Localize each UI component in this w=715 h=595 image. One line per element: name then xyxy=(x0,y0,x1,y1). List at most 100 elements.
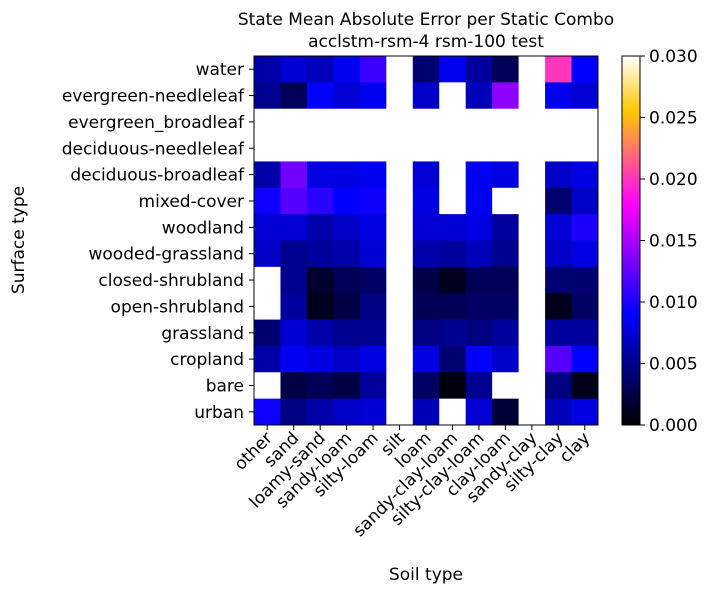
heatmap-cell xyxy=(545,266,572,294)
heatmap-cell xyxy=(465,345,493,373)
heatmap-cell xyxy=(571,372,599,400)
heatmap-cell xyxy=(492,293,520,320)
chart-title: State Mean Absolute Error per Static Com… xyxy=(238,10,614,30)
heatmap-cell xyxy=(412,108,440,136)
heatmap-cell xyxy=(492,240,520,268)
heatmap-cell xyxy=(492,161,520,189)
heatmap-cell xyxy=(359,108,387,136)
heatmap-cell xyxy=(254,319,281,347)
heatmap-cell xyxy=(412,187,440,215)
heatmap-cell xyxy=(439,345,467,373)
heatmap-cell xyxy=(545,82,572,110)
heatmap-cell xyxy=(280,266,308,294)
heatmap-cell xyxy=(412,135,440,162)
heatmap-cell xyxy=(254,266,281,294)
heatmap-cell xyxy=(386,82,414,110)
heatmap-cell xyxy=(439,187,467,215)
heatmap-cell xyxy=(254,398,281,426)
heatmap-cell xyxy=(465,82,493,110)
heatmap-cell xyxy=(359,56,387,83)
heatmap-cell xyxy=(306,240,334,268)
heatmap-cell xyxy=(280,187,308,215)
heatmap-cell xyxy=(412,345,440,373)
heatmap-cell xyxy=(333,345,361,373)
heatmap-cell xyxy=(412,293,440,320)
heatmap-cell xyxy=(545,372,572,400)
heatmap-cell xyxy=(359,293,387,320)
heatmap-cell xyxy=(545,135,572,162)
heatmap-cell xyxy=(571,187,599,215)
heatmap-cell xyxy=(333,266,361,294)
heatmap-cell xyxy=(280,108,308,136)
heatmap-cell xyxy=(386,187,414,215)
heatmap-cell xyxy=(492,345,520,373)
heatmap-cell xyxy=(518,293,546,320)
heatmap-cell xyxy=(306,372,334,400)
heatmap-cell xyxy=(306,187,334,215)
heatmap-cell xyxy=(545,319,572,347)
heatmap-cell xyxy=(254,161,281,189)
heatmap-cell xyxy=(333,135,361,162)
heatmap-cell xyxy=(571,161,599,189)
chart-subtitle: acclstm-rsm-4 rsm-100 test xyxy=(308,32,544,52)
heatmap-cell xyxy=(571,266,599,294)
heatmap-cell xyxy=(439,398,467,426)
y-axis-label: Surface type xyxy=(9,186,29,294)
heatmap-cell xyxy=(386,293,414,320)
heatmap-cell xyxy=(254,135,281,162)
heatmap-cell xyxy=(254,372,281,400)
heatmap-cell xyxy=(439,108,467,136)
heatmap-cell xyxy=(439,82,467,110)
heatmap-cell xyxy=(333,372,361,400)
heatmap-cells xyxy=(254,56,599,426)
y-tick-label: open-shrubland xyxy=(111,297,244,317)
heatmap-cell xyxy=(518,214,546,241)
heatmap-cell xyxy=(571,240,599,268)
heatmap-cell xyxy=(333,56,361,83)
heatmap-cell xyxy=(280,56,308,83)
heatmap-cell xyxy=(306,135,334,162)
heatmap-cell xyxy=(492,108,520,136)
heatmap-cell xyxy=(333,214,361,241)
heatmap-cell xyxy=(518,319,546,347)
heatmap-cell xyxy=(280,214,308,241)
heatmap-cell xyxy=(465,240,493,268)
heatmap-cell xyxy=(571,108,599,136)
heatmap-cell xyxy=(306,398,334,426)
y-tick-label: cropland xyxy=(170,350,244,370)
heatmap-cell xyxy=(333,240,361,268)
y-tick-label: deciduous-broadleaf xyxy=(70,166,245,186)
heatmap-cell xyxy=(571,82,599,110)
heatmap-cell xyxy=(465,398,493,426)
y-tick-label: water xyxy=(196,60,244,80)
heatmap-cell xyxy=(306,82,334,110)
heatmap-cell xyxy=(439,266,467,294)
heatmap-cell xyxy=(571,345,599,373)
heatmap-cell xyxy=(280,135,308,162)
heatmap-cell xyxy=(412,398,440,426)
heatmap-cell xyxy=(359,240,387,268)
heatmap-cell xyxy=(333,82,361,110)
heatmap-cell xyxy=(306,266,334,294)
y-tick-label: bare xyxy=(206,376,244,396)
heatmap-cell xyxy=(412,161,440,189)
heatmap-cell xyxy=(465,187,493,215)
heatmap-cell xyxy=(386,161,414,189)
heatmap-cell xyxy=(518,56,546,83)
heatmap-cell xyxy=(439,319,467,347)
x-axis-label: Soil type xyxy=(389,565,463,585)
colorbar-tick-label: 0.025 xyxy=(649,109,698,129)
colorbar-tick-label: 0.010 xyxy=(649,293,698,313)
heatmap-cell xyxy=(492,56,520,83)
heatmap-cell xyxy=(280,161,308,189)
heatmap-cell xyxy=(412,240,440,268)
heatmap-cell xyxy=(306,161,334,189)
heatmap-cell xyxy=(359,319,387,347)
colorbar-ticks: 0.000 0.005 0.010 0.015 0.020 0.025 0.030 xyxy=(640,47,698,436)
heatmap-cell xyxy=(386,108,414,136)
y-tick-label: deciduous-needleleaf xyxy=(62,139,245,159)
heatmap-cell xyxy=(306,108,334,136)
heatmap-cell xyxy=(439,135,467,162)
heatmap-cell xyxy=(492,82,520,110)
heatmap-cell xyxy=(254,82,281,110)
